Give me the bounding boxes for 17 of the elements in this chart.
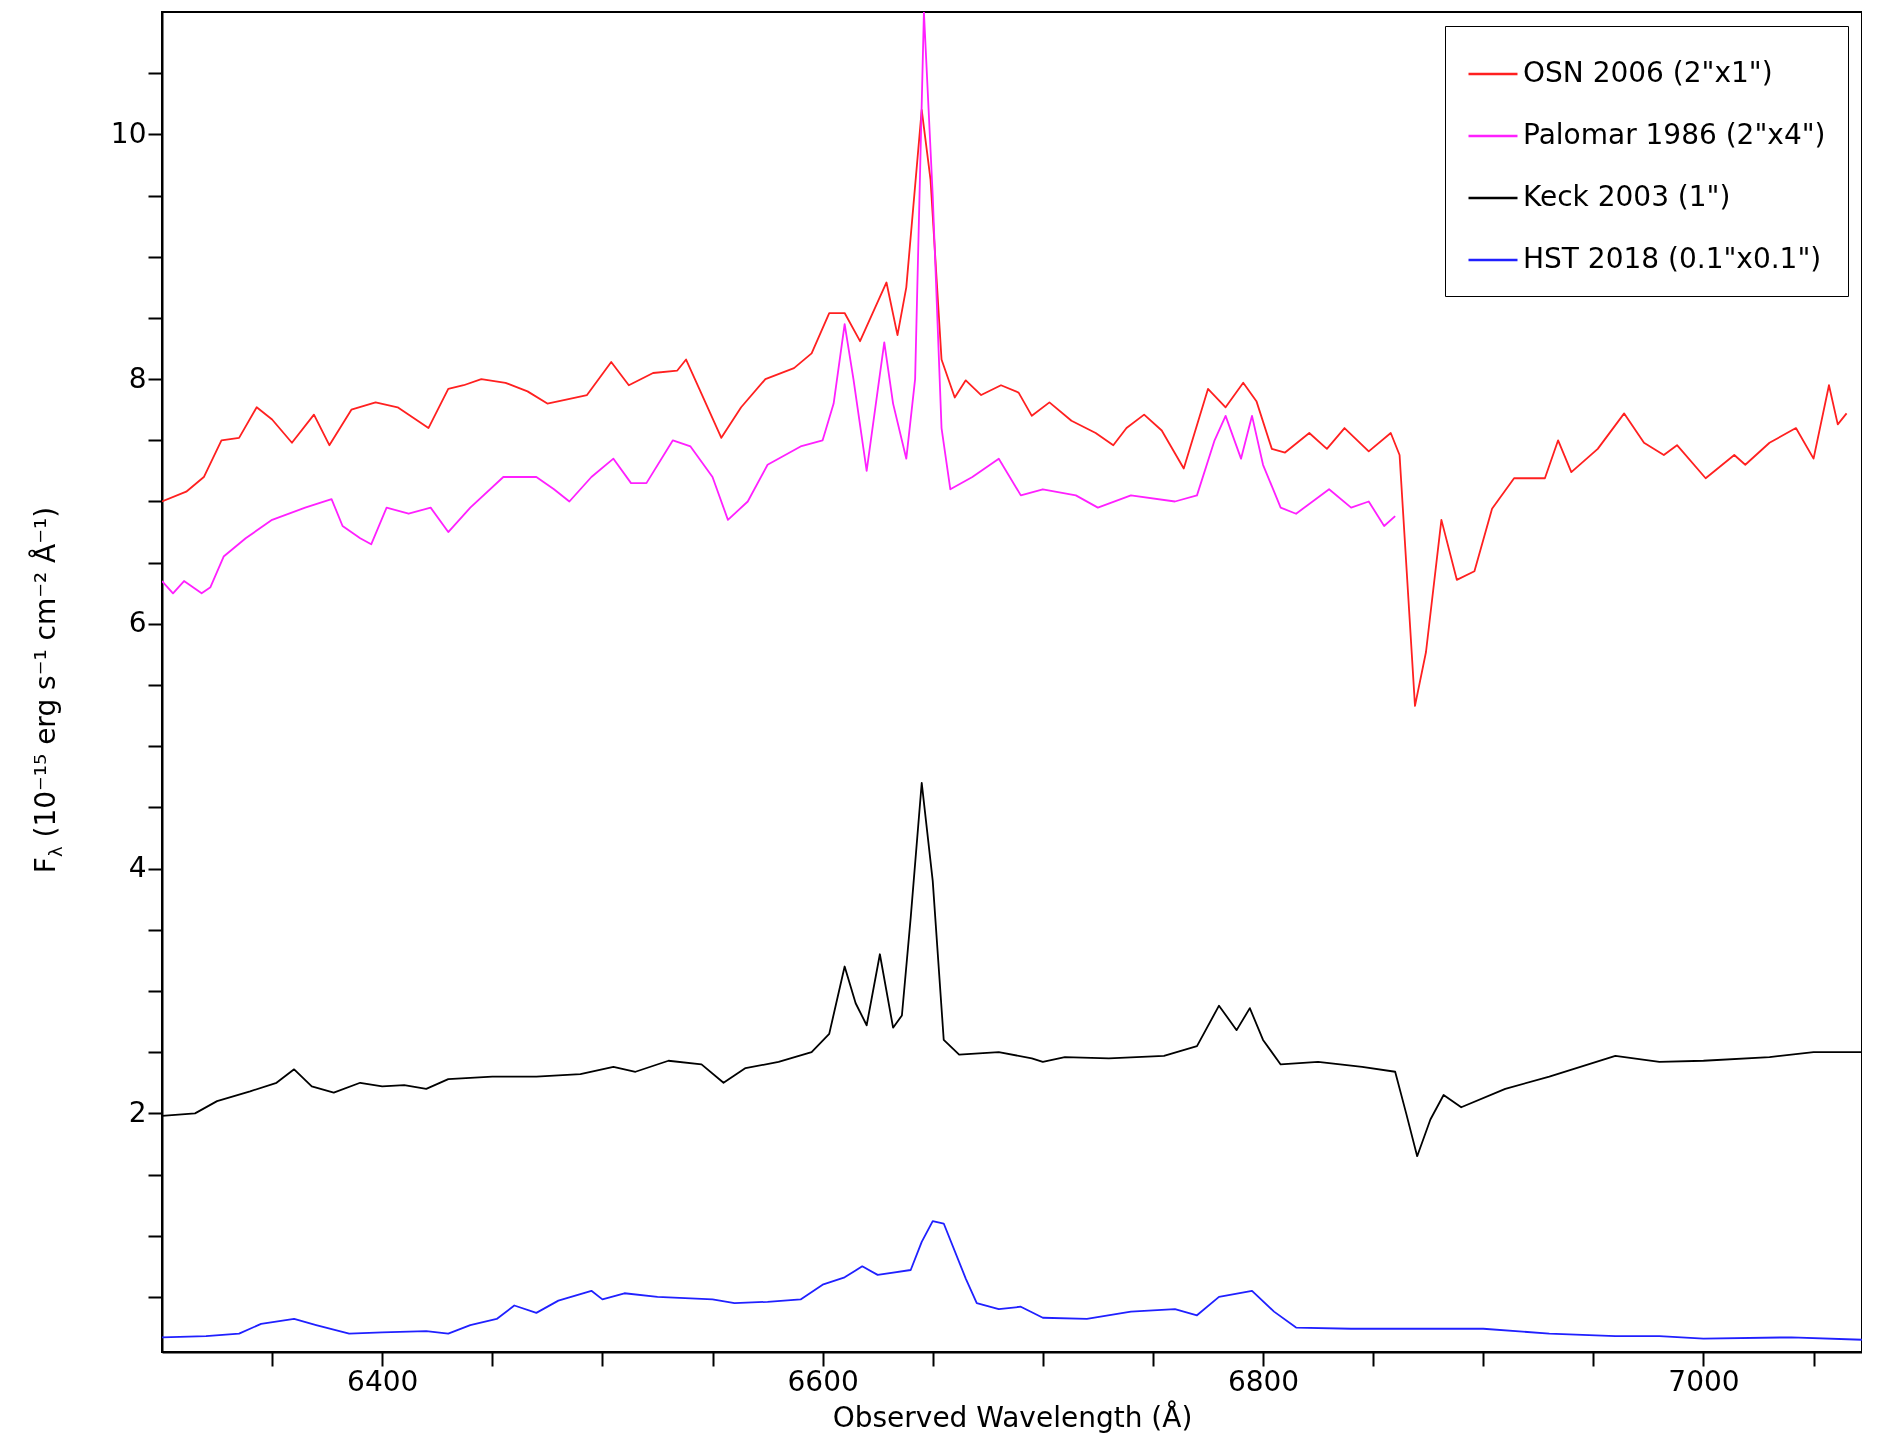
x-tick-label: 6400 xyxy=(347,1364,419,1398)
x-tick-label: 6800 xyxy=(1227,1364,1300,1398)
x-axis-title: Observed Wavelength (Å) xyxy=(832,1399,1193,1434)
y-tick-label: 2 xyxy=(128,1095,147,1129)
legend-label: Keck 2003 (1") xyxy=(1523,180,1731,213)
x-tick-label: 7000 xyxy=(1668,1364,1740,1398)
y-tick-label: 10 xyxy=(110,116,147,150)
line-series xyxy=(162,109,1848,707)
line-series xyxy=(162,1220,1862,1341)
y-tick-label: 6 xyxy=(128,606,147,640)
legend-label: OSN 2006 (2"x1") xyxy=(1523,56,1773,89)
legend-label: HST 2018 (0.1"x0.1") xyxy=(1523,242,1822,275)
y-tick-label: 4 xyxy=(128,851,147,885)
x-tick-label: 6600 xyxy=(787,1364,859,1398)
line-series xyxy=(162,12,1397,595)
y-tick-label: 8 xyxy=(128,361,147,395)
legend-label: Palomar 1986 (2"x4") xyxy=(1523,118,1826,151)
